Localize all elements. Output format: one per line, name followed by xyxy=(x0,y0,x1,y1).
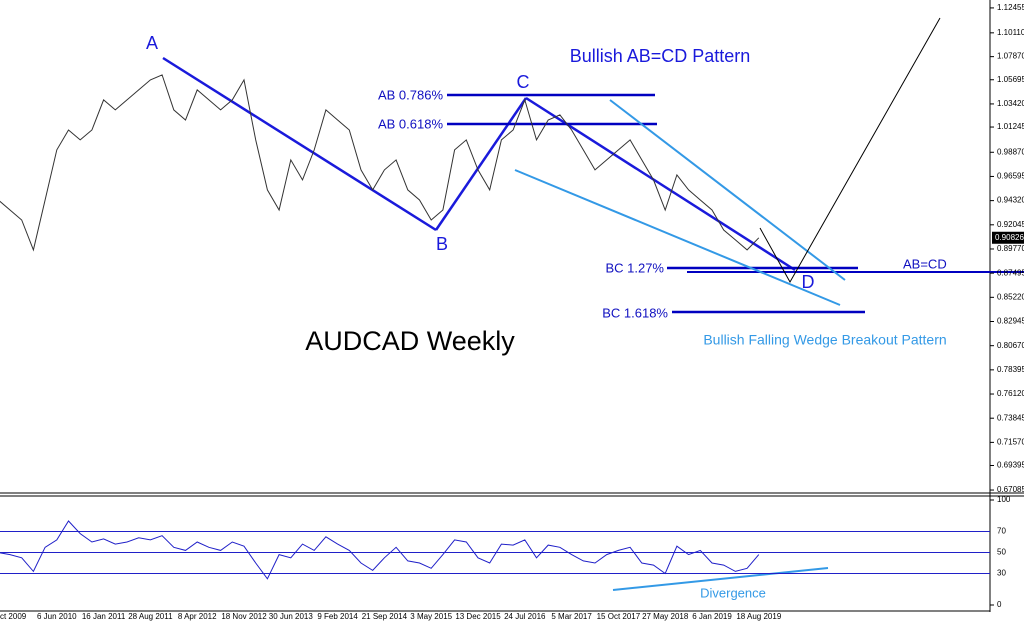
y-tick-label: 50 xyxy=(997,548,1006,557)
x-tick-label: 9 Feb 2014 xyxy=(317,612,358,621)
y-tick-label: 1.12455 xyxy=(997,3,1024,12)
y-tick-label: 1.01245 xyxy=(997,122,1024,131)
x-tick-label: 16 Jan 2011 xyxy=(82,612,126,621)
y-tick-label: 0.85220 xyxy=(997,292,1024,301)
annotation: AB 0.618% xyxy=(378,116,443,131)
y-tick-label: 0.98870 xyxy=(997,147,1024,156)
annotation: A xyxy=(146,33,158,53)
y-tick-label: 0.71570 xyxy=(997,437,1024,446)
annotation: Bullish AB=CD Pattern xyxy=(570,46,751,66)
x-tick-label: Oct 2009 xyxy=(0,612,27,621)
y-tick-label: 0 xyxy=(997,600,1002,609)
y-tick-label: 0.87495 xyxy=(997,268,1024,277)
annotation: BC 1.618% xyxy=(602,305,668,320)
price-line xyxy=(0,74,760,252)
x-tick-label: 3 May 2015 xyxy=(410,612,452,621)
rsi-line xyxy=(0,520,760,580)
last-price-box xyxy=(992,231,1024,244)
y-tick-label: 1.05695 xyxy=(997,75,1024,84)
annotation: Bullish Falling Wedge Breakout Pattern xyxy=(703,332,946,348)
y-tick-label: 1.03420 xyxy=(997,99,1024,108)
y-tick-label: 100 xyxy=(997,495,1011,504)
cd-leg xyxy=(525,96,796,272)
wedge-line xyxy=(609,99,846,281)
x-tick-label: 18 Aug 2019 xyxy=(736,612,781,621)
y-tick-label: 0.89770 xyxy=(997,244,1024,253)
y-tick-label: 70 xyxy=(997,527,1006,536)
annotation: BC 1.27% xyxy=(605,260,664,275)
x-tick-label: 18 Nov 2012 xyxy=(221,612,267,621)
x-tick-label: 6 Jun 2010 xyxy=(37,612,77,621)
chart-title: AUDCAD Weekly xyxy=(305,326,515,356)
y-tick-label: 0.96595 xyxy=(997,172,1024,181)
x-tick-label: 13 Dec 2015 xyxy=(455,612,501,621)
y-tick-label: 1.10110 xyxy=(997,28,1024,37)
annotation: C xyxy=(517,72,530,92)
y-tick-label: 0.94320 xyxy=(997,196,1024,205)
bc-leg xyxy=(434,97,528,231)
annotation: Divergence xyxy=(700,585,766,600)
y-tick-label: 0.78395 xyxy=(997,365,1024,374)
y-tick-label: 0.92045 xyxy=(997,220,1024,229)
x-tick-label: 21 Sep 2014 xyxy=(362,612,408,621)
y-tick-label: 0.69395 xyxy=(997,461,1024,470)
annotation: B xyxy=(436,234,448,254)
x-tick-label: 24 Jul 2016 xyxy=(504,612,546,621)
annotation: AB 0.786% xyxy=(378,87,443,102)
y-tick-label: 0.67085 xyxy=(997,485,1024,494)
divergence-line xyxy=(612,567,829,591)
y-tick-label: 0.73845 xyxy=(997,413,1024,422)
x-tick-label: 28 Aug 2011 xyxy=(128,612,173,621)
y-tick-label: 30 xyxy=(997,569,1006,578)
x-tick-label: 6 Jan 2019 xyxy=(692,612,732,621)
x-tick-label: 5 Mar 2017 xyxy=(551,612,592,621)
annotation: D xyxy=(802,272,815,292)
y-tick-label: 0.80670 xyxy=(997,341,1024,350)
annotation: AB=CD xyxy=(903,256,947,271)
ab-leg xyxy=(162,56,437,232)
wedge-line xyxy=(514,169,841,306)
y-tick-label: 1.07870 xyxy=(997,52,1024,61)
y-tick-label: 0.82945 xyxy=(997,317,1024,326)
x-tick-label: 8 Apr 2012 xyxy=(178,612,217,621)
x-tick-label: 27 May 2018 xyxy=(642,612,689,621)
projection-line xyxy=(759,17,941,284)
x-tick-label: 30 Jun 2013 xyxy=(269,612,314,621)
x-tick-label: 15 Oct 2017 xyxy=(597,612,641,621)
y-tick-label: 0.76120 xyxy=(997,389,1024,398)
pattern-lines xyxy=(162,17,1024,591)
last-price-label: 0.90826 xyxy=(995,233,1024,242)
